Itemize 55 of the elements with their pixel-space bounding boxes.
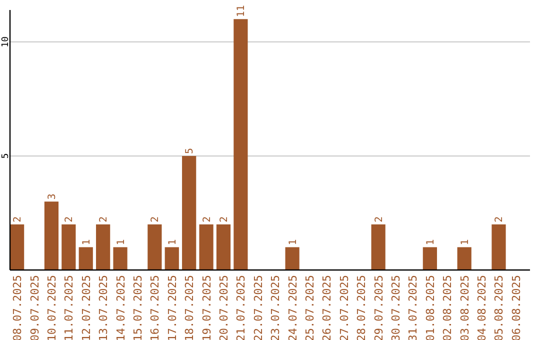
x-tick-label: 21.07.2025 <box>234 275 248 340</box>
data-label: 2 <box>374 216 385 222</box>
data-label: 2 <box>150 216 162 222</box>
x-tick-label: 24.07.2025 <box>286 275 300 340</box>
bar <box>285 247 300 270</box>
data-label: 2 <box>12 216 24 222</box>
bar <box>216 224 231 270</box>
bar <box>113 247 128 270</box>
x-tick-label: 15.07.2025 <box>131 275 144 340</box>
bar <box>62 224 76 270</box>
bar <box>10 224 24 270</box>
data-label: 2 <box>494 216 506 222</box>
x-tick-label: 16.07.2025 <box>148 275 162 340</box>
x-tick-label: 25.07.2025 <box>304 275 317 340</box>
data-label: 2 <box>202 216 213 222</box>
x-tick-label: 19.07.2025 <box>200 275 214 340</box>
data-label: 1 <box>425 239 436 246</box>
data-label: 2 <box>98 216 110 222</box>
bar <box>234 19 248 270</box>
x-tick-label: 23.07.2025 <box>269 275 282 340</box>
y-tick-label: 10 <box>1 36 11 48</box>
x-tick-label: 18.07.2025 <box>183 275 196 340</box>
x-tick-label: 11.07.2025 <box>62 275 76 340</box>
bar <box>457 247 472 270</box>
x-tick-label: 27.07.2025 <box>338 275 351 340</box>
x-tick-label: 26.07.2025 <box>320 275 334 340</box>
bar <box>78 247 93 270</box>
data-label: 1 <box>288 239 299 246</box>
x-tick-label: 12.07.2025 <box>80 275 93 340</box>
bar <box>164 247 179 270</box>
x-tick-label: 14.07.2025 <box>114 275 128 340</box>
data-label: 2 <box>64 216 76 222</box>
bar <box>44 202 59 270</box>
bar <box>492 224 506 270</box>
x-tick-label: 13.07.2025 <box>97 275 110 340</box>
data-label: 5 <box>184 148 196 154</box>
x-tick-label: 22.07.2025 <box>252 275 265 340</box>
bar <box>199 224 214 270</box>
data-label: 11 <box>236 5 248 18</box>
x-tick-label: 17.07.2025 <box>166 275 179 340</box>
data-label: 2 <box>218 216 230 222</box>
data-label: 1 <box>460 239 471 246</box>
bar <box>422 247 437 270</box>
bar <box>148 224 162 270</box>
data-label: 1 <box>81 239 92 246</box>
bar <box>371 224 386 270</box>
data-label: 1 <box>116 239 127 246</box>
data-label: 1 <box>167 239 178 246</box>
x-tick-label: 28.07.2025 <box>355 275 368 340</box>
x-tick-label: 20.07.2025 <box>217 275 230 340</box>
x-tick-label: 29.07.2025 <box>372 275 386 340</box>
data-label: 3 <box>46 194 58 200</box>
bar <box>96 224 110 270</box>
bar <box>182 156 196 270</box>
x-tick-label: 10.07.2025 <box>45 275 58 340</box>
